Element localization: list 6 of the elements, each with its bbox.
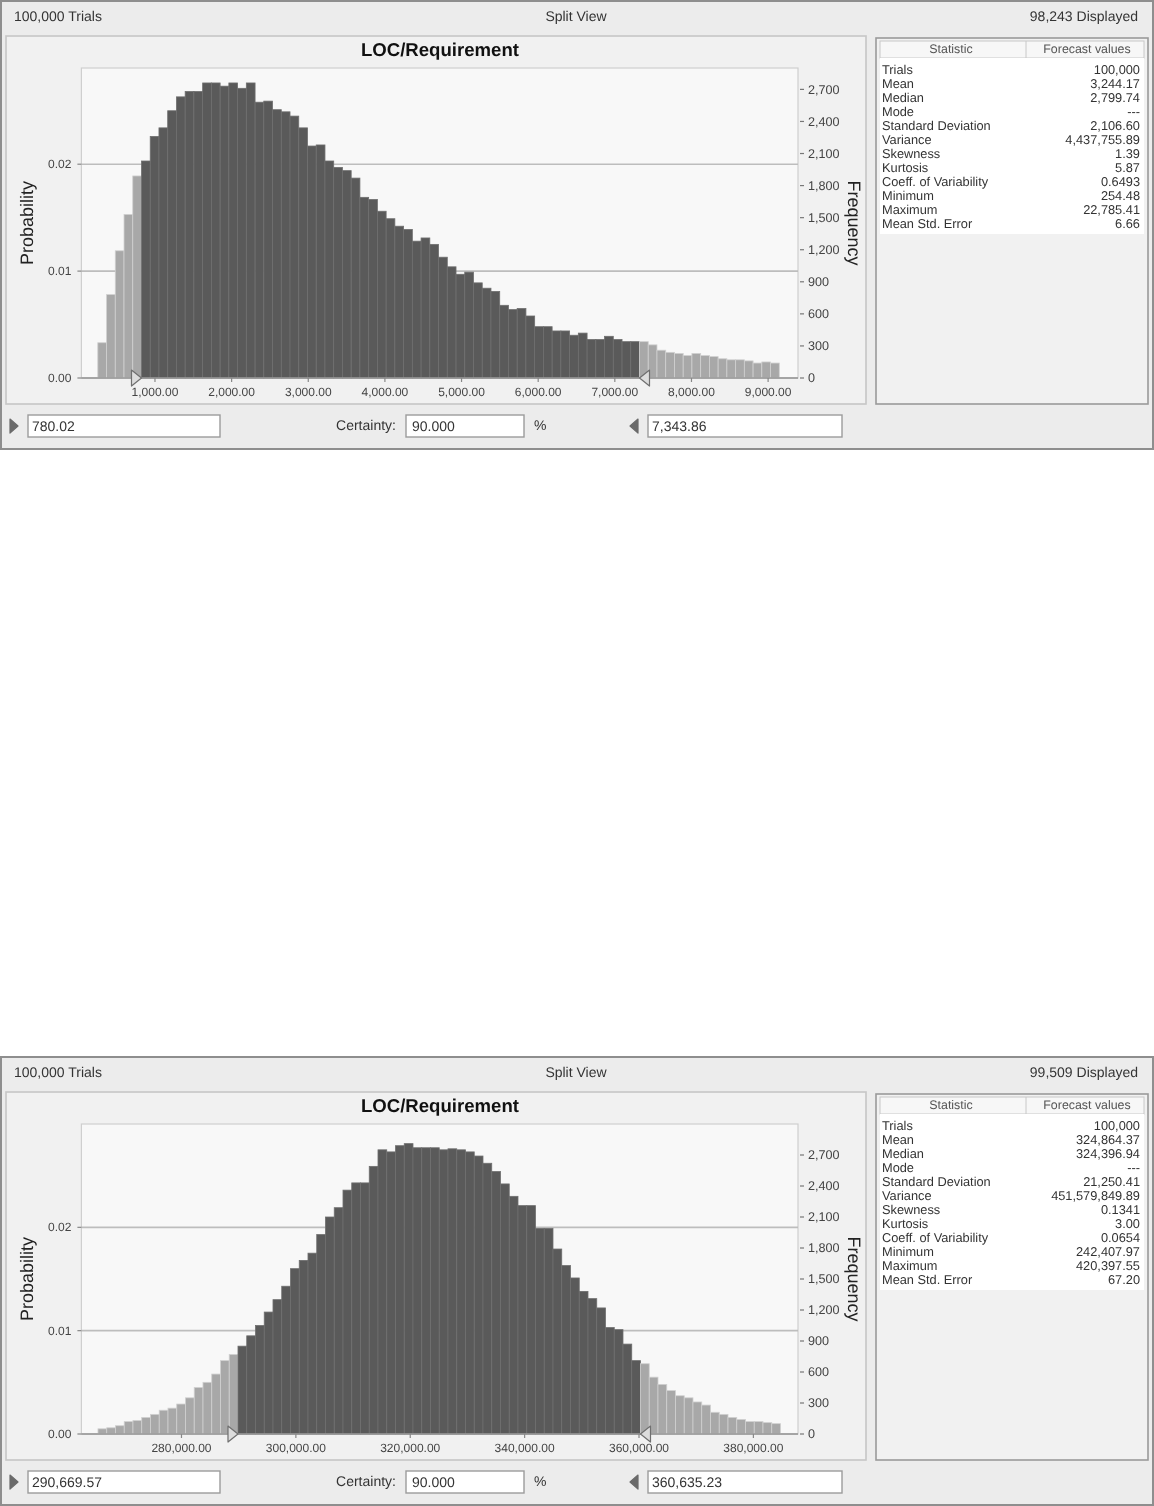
chart-title: LOC/Requirement [360,1096,520,1116]
y-axis-title: Probability [17,179,37,266]
y2-axis-title: Frequency [844,180,864,267]
y2-axis-title: Frequency [844,1236,864,1323]
chart-title: LOC/Requirement [360,40,520,60]
y-axis-title: Probability [17,1235,37,1322]
